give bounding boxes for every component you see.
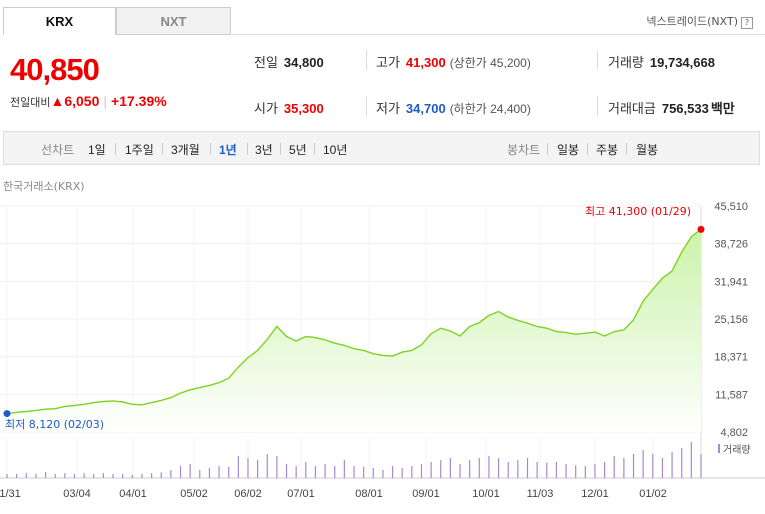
- x-tick-label: 05/02: [180, 488, 208, 500]
- current-price: 40,850: [10, 52, 100, 87]
- volume-legend-label: 거래량: [723, 444, 751, 456]
- max-point: [697, 225, 705, 233]
- line-chart-label: 선차트: [41, 143, 75, 157]
- up-arrow-icon: ▲: [50, 93, 65, 109]
- max-label: 최고 41,300 (01/29): [585, 205, 691, 218]
- volume-label: 거래량: [608, 55, 644, 70]
- period-1w[interactable]: 1주일: [125, 143, 154, 157]
- candle-monthly[interactable]: 월봉: [636, 143, 659, 157]
- low-value: 34,700: [405, 101, 446, 116]
- y-tick-label: 45,510: [714, 201, 748, 213]
- x-axis-labels: 01/31 03/04 04/01 05/02 06/02 07/01 08/01 09/01…: [0, 488, 667, 500]
- high-value: 41,300: [405, 55, 446, 70]
- open-value: 35,300: [283, 101, 324, 116]
- x-tick-label: 11/03: [527, 488, 554, 500]
- x-tick-label: 12/01: [581, 488, 609, 500]
- trade-amount: 거래대금 756,533 백만: [608, 98, 735, 117]
- open-price: 시가 35,300: [254, 98, 324, 117]
- x-tick-label: 03/04: [63, 488, 91, 500]
- x-tick-label: 06/02: [234, 488, 262, 500]
- low-label: 저가: [376, 101, 400, 116]
- volume-legend-swatch: [718, 444, 720, 453]
- x-tick-label: 01/31: [0, 488, 21, 500]
- amount-label: 거래대금: [608, 101, 656, 116]
- period-toolbar: 선차트 1일 1주일 3개월 1년 3년 5년 10년 봉차트 일봉 주봉 월봉: [3, 131, 760, 165]
- exchange-label: 한국거래소(KRX): [3, 180, 85, 193]
- prev-close-value: 34,800: [283, 55, 324, 70]
- prev-close: 전일 34,800: [254, 52, 324, 71]
- y-tick-label: 4,802: [720, 427, 748, 439]
- divider: [366, 96, 367, 116]
- nxt-info-link[interactable]: 넥스트레이드(NXT)?: [646, 13, 753, 29]
- divider: [366, 50, 367, 70]
- change-value: 6,050: [64, 93, 100, 109]
- min-label: 최저 8,120 (02/03): [5, 418, 104, 431]
- upper-limit: (상한가 45,200): [449, 56, 531, 70]
- high-label: 고가: [376, 55, 400, 70]
- volume-bars: 거래량: [6, 442, 751, 478]
- x-tick-label: 09/01: [412, 488, 440, 500]
- price-area: [7, 229, 701, 432]
- volume-value: 19,734,668: [649, 55, 715, 70]
- min-point: [3, 410, 11, 418]
- nxt-link-label: 넥스트레이드(NXT): [646, 15, 738, 28]
- period-1d[interactable]: 1일: [88, 143, 106, 157]
- period-5y[interactable]: 5년: [289, 143, 307, 157]
- y-tick-label: 38,726: [714, 239, 748, 251]
- price-change: 전일대비▲6,050 | +17.39%: [10, 93, 167, 109]
- open-label: 시가: [254, 101, 278, 116]
- high-price: 고가 41,300 (상한가 45,200): [376, 52, 531, 71]
- x-tick-label: 08/01: [355, 488, 383, 500]
- amount-value: 756,533: [661, 101, 709, 116]
- divider: [597, 96, 598, 116]
- low-price: 저가 34,700 (하한가 24,400): [376, 98, 531, 117]
- x-tick-label: 04/01: [119, 488, 147, 500]
- help-icon[interactable]: ?: [741, 17, 753, 29]
- y-axis-labels: 45,510 38,726 31,941 25,156 18,371 11,587 4,80…: [714, 201, 748, 439]
- x-tick-label: 10/01: [472, 488, 500, 500]
- y-tick-label: 18,371: [714, 352, 748, 364]
- period-1y[interactable]: 1년: [219, 143, 237, 157]
- tab-nxt[interactable]: NXT: [116, 7, 231, 35]
- period-3m[interactable]: 3개월: [171, 143, 200, 157]
- volume: 거래량 19,734,668: [608, 52, 715, 71]
- change-label: 전일대비: [10, 97, 51, 109]
- price-line: [6, 228, 702, 415]
- tab-krx[interactable]: KRX: [3, 7, 116, 35]
- x-tick-label: 01/02: [639, 488, 667, 500]
- candle-daily[interactable]: 일봉: [557, 143, 580, 157]
- extreme-markers: 최고 41,300 (01/29) 최저 8,120 (02/03): [3, 205, 705, 431]
- price-chart: 거래량 45,510 38,726 31,941 25,156 18,371 11,587…: [0, 201, 765, 500]
- change-percent: +17.39%: [111, 93, 167, 109]
- x-tick-label: 07/01: [287, 488, 315, 500]
- period-10y[interactable]: 10년: [323, 143, 348, 157]
- lower-limit: (하한가 24,400): [449, 102, 531, 116]
- period-3y[interactable]: 3년: [255, 143, 273, 157]
- divider: [597, 50, 598, 70]
- candle-weekly[interactable]: 주봉: [596, 143, 619, 157]
- candle-chart-label: 봉차트: [507, 143, 541, 157]
- prev-close-label: 전일: [254, 55, 278, 70]
- market-tabs: KRX NXT: [3, 7, 231, 35]
- y-tick-label: 31,941: [714, 276, 748, 288]
- y-tick-label: 11,587: [715, 389, 748, 401]
- amount-unit: 백만: [710, 101, 735, 116]
- y-tick-label: 25,156: [714, 314, 748, 326]
- tab-underline: [232, 34, 765, 35]
